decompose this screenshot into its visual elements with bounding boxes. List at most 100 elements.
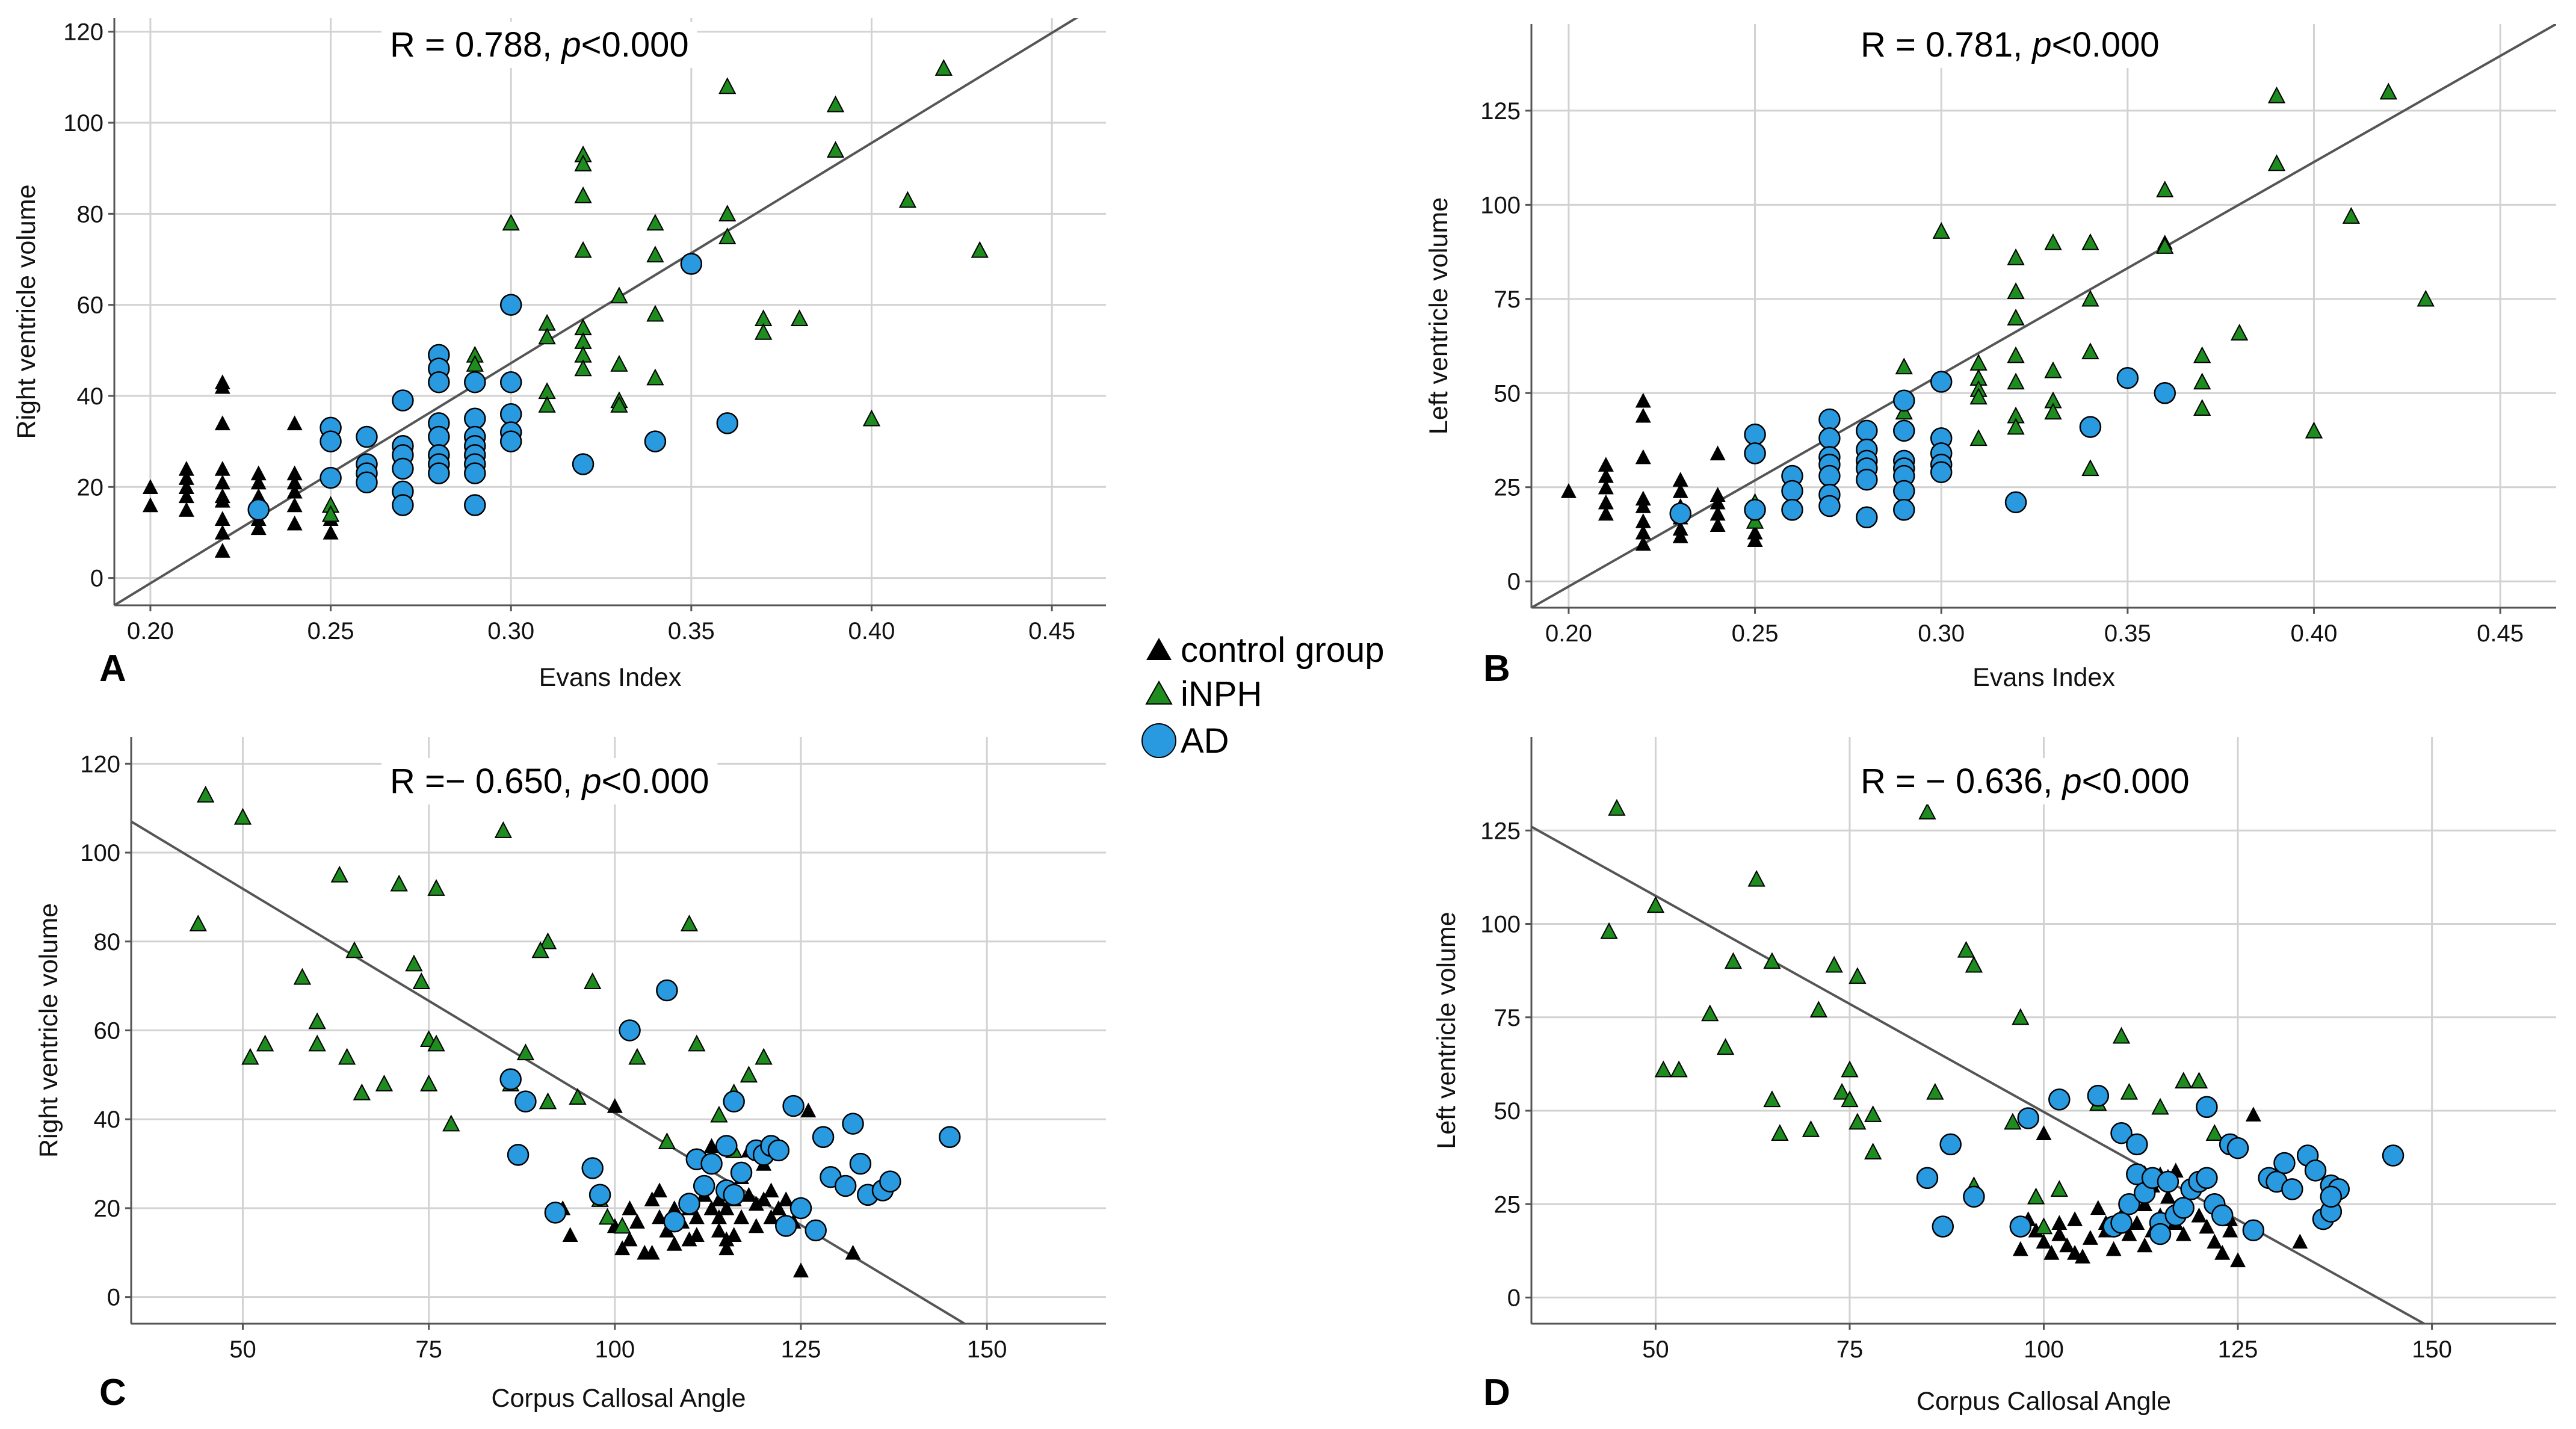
data-point-inph bbox=[1646, 896, 1665, 913]
data-point-control bbox=[250, 520, 267, 535]
data-point-inph bbox=[531, 941, 549, 958]
data-point-ad bbox=[428, 462, 450, 484]
data-point-inph bbox=[598, 1208, 617, 1225]
x-tick-label: 50 bbox=[1642, 1336, 1669, 1363]
data-point-control bbox=[2160, 1188, 2176, 1204]
data-point-inph bbox=[241, 1048, 259, 1065]
data-point-inph bbox=[2305, 421, 2323, 439]
data-point-control bbox=[644, 1191, 660, 1206]
data-point-ad bbox=[939, 1126, 961, 1149]
data-point-inph bbox=[646, 368, 664, 386]
data-point-ad bbox=[1744, 499, 1766, 521]
y-tick-label: 50 bbox=[1494, 380, 1521, 407]
data-point-control bbox=[178, 461, 194, 476]
data-point-inph bbox=[494, 821, 512, 838]
data-point-control bbox=[178, 479, 194, 494]
series-inph bbox=[1746, 82, 2435, 529]
data-point-inph bbox=[1771, 1124, 1789, 1141]
y-tick-label: 25 bbox=[1494, 475, 1521, 501]
chart-panel-c: 50 75 100 125 150 0 20 40 60 80 100 120 Corpus Callo… bbox=[34, 737, 1106, 1413]
data-point-control bbox=[2230, 1252, 2246, 1268]
data-point-ad bbox=[2304, 1159, 2327, 1182]
chart-panel-a: 0.20 0.25 0.30 0.35 0.40 0.45 0 20 40 60 80 100 120 E… bbox=[12, 18, 1106, 692]
data-point-inph bbox=[826, 141, 845, 158]
x-axis-label: Corpus Callosal Angle bbox=[1917, 1387, 2171, 1416]
data-point-control bbox=[214, 378, 230, 394]
data-point-ad bbox=[619, 1019, 641, 1042]
data-point-inph bbox=[2230, 324, 2249, 341]
series-inph bbox=[321, 59, 989, 522]
x-tick-label: 0.25 bbox=[1732, 620, 1779, 647]
data-point-control bbox=[178, 502, 194, 517]
x-tick-label: 0.20 bbox=[127, 618, 174, 644]
data-point-inph bbox=[584, 972, 602, 989]
data-point-inph bbox=[2267, 154, 2286, 171]
data-point-ad bbox=[1669, 502, 1691, 525]
data-point-ad bbox=[2087, 1084, 2110, 1107]
p-symbol-text: p bbox=[581, 762, 601, 801]
data-point-inph bbox=[1654, 1060, 1672, 1078]
data-point-inph bbox=[628, 1048, 646, 1065]
data-point-ad bbox=[247, 498, 270, 521]
data-point-control bbox=[800, 1102, 817, 1118]
panel-letter: C bbox=[99, 1372, 126, 1413]
data-point-inph bbox=[646, 304, 664, 322]
data-point-inph bbox=[2267, 86, 2286, 103]
panels: 0.20 0.25 0.30 0.35 0.40 0.45 0 20 40 60 80 100 120 E… bbox=[12, 18, 2556, 1416]
y-tick-label: 125 bbox=[1480, 818, 1521, 844]
data-point-control bbox=[622, 1231, 638, 1247]
data-point-inph bbox=[718, 205, 737, 222]
data-point-ad bbox=[464, 462, 486, 484]
x-axis-label: Evans Index bbox=[1972, 663, 2115, 692]
data-point-control bbox=[2075, 1248, 2091, 1264]
data-point-ad bbox=[1818, 408, 1841, 431]
data-point-inph bbox=[2007, 372, 2025, 390]
data-point-ad bbox=[2017, 1107, 2039, 1129]
correlation-annotation: R = − 0.636, p<0.000 bbox=[1861, 762, 2190, 801]
data-point-inph bbox=[755, 1048, 773, 1065]
data-point-ad bbox=[2118, 1193, 2140, 1215]
data-point-inph bbox=[2081, 289, 2099, 307]
data-point-control bbox=[1747, 532, 1763, 548]
data-point-inph bbox=[405, 954, 423, 972]
data-point-control bbox=[688, 1227, 705, 1242]
data-point-inph bbox=[2156, 237, 2174, 254]
data-point-inph bbox=[1849, 967, 1867, 984]
data-point-control bbox=[1635, 490, 1651, 506]
data-point-inph bbox=[189, 915, 207, 931]
y-tick-label: 0 bbox=[1507, 569, 1521, 595]
y-axis-label: Right ventricle volume bbox=[34, 903, 63, 1158]
data-point-control bbox=[214, 543, 230, 558]
data-point-ad bbox=[2154, 382, 2176, 404]
series-inph bbox=[189, 785, 773, 1234]
y-axis-label: Left ventricle volume bbox=[1432, 912, 1461, 1149]
data-point-ad bbox=[1818, 495, 1841, 517]
x-tick-label: 0.45 bbox=[2477, 620, 2524, 647]
data-point-ad bbox=[2196, 1167, 2218, 1190]
y-tick-label: 100 bbox=[80, 840, 120, 866]
legend-item-control: control group bbox=[1146, 631, 1385, 670]
correlation-annotation: R =− 0.650, p<0.000 bbox=[390, 762, 709, 801]
data-point-inph bbox=[1763, 952, 1781, 969]
data-point-inph bbox=[2007, 418, 2025, 435]
annotation-background bbox=[381, 758, 718, 804]
data-point-ad bbox=[1781, 480, 1803, 502]
data-point-ad bbox=[1893, 480, 1915, 502]
data-point-control bbox=[1635, 513, 1651, 528]
data-point-inph bbox=[233, 807, 252, 825]
data-point-control bbox=[2105, 1241, 2122, 1256]
data-point-inph bbox=[427, 1034, 445, 1052]
data-point-ad bbox=[1856, 468, 1878, 491]
data-point-ad bbox=[2273, 1152, 2296, 1174]
panel-letter: A bbox=[99, 648, 126, 690]
data-point-inph bbox=[538, 327, 556, 345]
series-ad bbox=[1916, 1084, 2405, 1245]
data-point-ad bbox=[1916, 1167, 1939, 1190]
r-value-text: R = 0.781, bbox=[1861, 25, 2032, 64]
y-tick-label: 50 bbox=[1494, 1098, 1521, 1125]
data-point-control bbox=[718, 1231, 735, 1247]
data-point-control bbox=[214, 415, 230, 431]
r-value-text: R = − 0.636, bbox=[1861, 762, 2062, 801]
data-point-inph bbox=[2120, 1082, 2139, 1100]
x-tick-label: 0.35 bbox=[668, 618, 715, 644]
